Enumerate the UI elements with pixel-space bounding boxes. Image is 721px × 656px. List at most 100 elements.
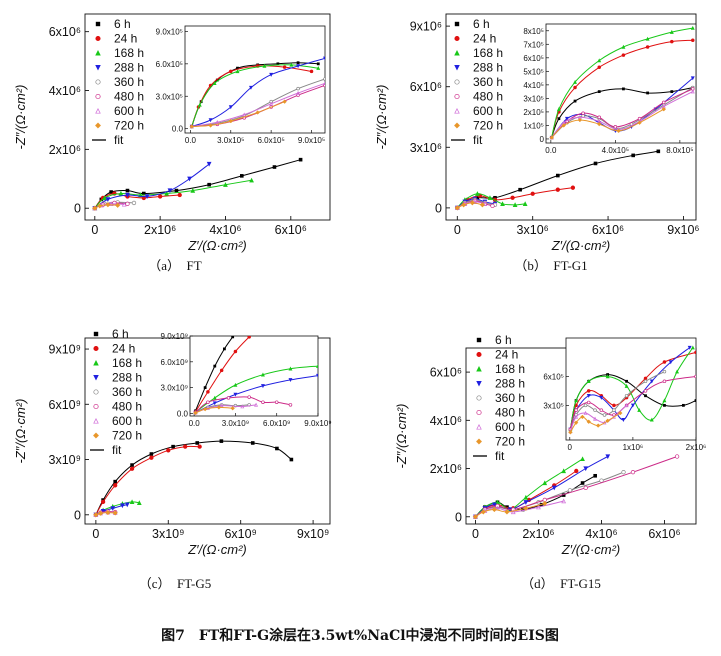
panel-c-inset-fit-line-288h — [195, 375, 318, 414]
panel-d-inset-point-6h-4 — [625, 379, 628, 383]
panel-c-inset-point-288h-4 — [288, 378, 293, 383]
panel-c-legend-marker-point-600h-leg — [93, 418, 99, 424]
panel-a-legend-label-6: 600 h — [114, 104, 144, 118]
panel-b-point-24h-7 — [570, 185, 576, 190]
panel-a-inset-xtick-label-0: 0.0 — [185, 136, 197, 145]
panel-a-point-600h-2 — [108, 201, 114, 206]
panel-d-inset-point-360h-6 — [624, 393, 629, 398]
panel-b-legend-marker-point-24h-leg — [454, 35, 460, 42]
panel-b-ytick-label-3: 9x10⁶ — [410, 20, 442, 34]
panel-a-fit-line-720h — [94, 204, 118, 209]
panel-b-inset-point-720h-1 — [561, 123, 566, 128]
panel-b-inset-point-480h-6 — [661, 100, 666, 105]
panel-d-inset-point-600h-1 — [574, 414, 579, 419]
panel-a-inset-ytick-label-2: 6.0x10⁵ — [156, 60, 183, 69]
panel-c-inset-xtick-label-1: 3.0x10⁹ — [222, 419, 249, 428]
panel-a-point-288h-5 — [187, 176, 192, 182]
panel-a-inset-point-6h-6 — [296, 61, 300, 65]
panel-c-inset-point-168h-4 — [288, 366, 293, 371]
panel-d-legend-marker-point-6h-leg — [476, 337, 482, 343]
panel-d-inset-point-720h-5 — [605, 418, 610, 424]
panel-b-inset-point-168h-6 — [669, 29, 674, 34]
panel-b-inset-point-720h-3 — [596, 121, 602, 127]
panel-b-inset-point-6h-2 — [573, 99, 577, 103]
panel-b-xtick-label-3: 9x10⁶ — [667, 223, 699, 237]
panel-a-point-600h-3 — [121, 201, 127, 207]
panel-d-legend-marker-point-24h-leg — [476, 351, 482, 358]
panel-a-fit-line-6h — [94, 159, 301, 209]
panel-b-inset-ytick-label-3: 3x10⁵ — [523, 94, 544, 103]
panel-b-xtick-label-2: 6x10⁶ — [592, 223, 624, 237]
panel-d-point-24h-6 — [574, 468, 579, 474]
panel-d-point-288h-7 — [605, 454, 611, 460]
panel-b-inset-point-6h-6 — [670, 90, 674, 94]
panel-c-inset-point-24h-3 — [233, 349, 238, 354]
panel-a-inset-point-288h-2 — [228, 105, 233, 110]
panel-b-ytick-label-0: 0 — [435, 201, 442, 215]
panel-c-point-24h-5 — [166, 448, 171, 453]
panel-b-inset-point-168h-2 — [573, 79, 577, 84]
panel-d-point-168h-7 — [580, 456, 585, 462]
panel-b-inset-point-6h-1 — [557, 117, 561, 121]
panel-d-inset-point-600h-2 — [583, 410, 588, 415]
panel-c-point-720h-1 — [98, 510, 104, 516]
panel-b-inset-point-24h-7 — [691, 38, 695, 42]
panel-a-inset-point-288h-4 — [269, 72, 274, 77]
panel-d-inset-point-24h-6 — [643, 376, 648, 381]
panel-a-point-6h-6 — [207, 182, 211, 187]
panel-d-inset-point-720h-3 — [586, 419, 591, 424]
panel-c-inset-point-24h-4 — [247, 336, 251, 339]
panel-c-point-288h-2 — [110, 506, 116, 511]
panel-a-inset-point-720h-1 — [208, 123, 213, 128]
panel-d-legend-marker-point-720h-leg — [475, 438, 483, 445]
panel-c-point-6h-2 — [113, 479, 117, 484]
panel-a-point-6h-9 — [298, 157, 303, 162]
panel-d-inset-xtick-label-1: 1x10⁶ — [623, 443, 644, 452]
panel-b-inset: 0.0 4.0x10⁵ 8.0x10⁵ 0 1x10⁵ 2x10⁵ 3x10⁵ 4x10⁵ 5x… — [523, 23, 697, 155]
panel-a-point-6h-7 — [240, 174, 244, 178]
panel-b-inset-ytick-label-8: 8x10⁵ — [523, 27, 544, 36]
panel-d-legend-label-5: 480 h — [495, 406, 525, 420]
panel-a-inset-series — [189, 56, 325, 129]
panel-d-inset-point-288h-3 — [599, 395, 604, 400]
panel-d-legend-marker-point-360h-leg — [476, 395, 482, 401]
panel-d-xlabel: Z′/(Ω·cm²) — [561, 542, 621, 557]
panel-c-legend-label-2: 168 h — [112, 356, 142, 370]
panel-d-inset-xtick-label-0: 0 — [568, 443, 573, 452]
panel-b-inset-point-6h-4 — [622, 87, 625, 91]
panel-d-point-6h-8 — [593, 473, 597, 478]
panel-d-xtick-label-1: 2x10⁶ — [522, 527, 554, 541]
panel-b-inset-point-720h-0 — [549, 135, 554, 140]
panel-b-inset-point-24h-5 — [645, 45, 650, 49]
panel-a-xtick-label-2: 4x10⁶ — [209, 223, 241, 237]
panel-d-point-360h-7 — [621, 470, 626, 475]
panel-b-ytick-label-1: 3x10⁶ — [410, 141, 442, 155]
panel-b-inset-point-720h-2 — [577, 117, 583, 123]
panel-c-point-6h-4 — [149, 452, 154, 456]
panel-c-inset-point-24h-2 — [219, 368, 224, 373]
panel-d-inset-point-168h-6 — [649, 417, 654, 422]
panel-b-inset-ytick-label-1: 1x10⁵ — [523, 121, 544, 130]
panel-c-xtick-label-0: 0 — [92, 527, 99, 541]
panel-c-point-6h-8 — [250, 441, 255, 445]
panel-d-inset-point-24h-8 — [694, 350, 696, 355]
panel-d-inset-point-6h-5 — [644, 394, 647, 398]
panel-c-legend-marker-point-480h-leg — [93, 403, 99, 410]
panel-d-inset-point-480h-3 — [599, 408, 604, 412]
panel-b-point-6h-7 — [631, 153, 635, 158]
panel-c-point-6h-10 — [289, 457, 294, 462]
panel-d-point-600h-3 — [510, 509, 516, 515]
panel-c-inset-point-480h-2 — [226, 396, 231, 400]
panel-a-inset-point-288h-5 — [296, 64, 301, 69]
panel-c-inset-point-720h-3 — [230, 406, 235, 411]
panel-d-point-168h-4 — [523, 494, 529, 500]
panel-d-legend-label-1: 24 h — [495, 348, 518, 362]
panel-b-point-6h-6 — [593, 161, 598, 166]
panel-c-caption: （c） FT-G5 — [139, 576, 211, 591]
panel-c-inset-point-288h-3 — [260, 384, 265, 389]
panel-a-legend-label-4: 360 h — [114, 75, 144, 89]
panel-c-inset-point-720h-1 — [202, 406, 208, 412]
panel-c-inset-xtick-label-2: 6.0x10⁹ — [263, 419, 290, 428]
panel-d-point-6h-6 — [561, 493, 566, 497]
panel-d-inset-point-720h-0 — [568, 430, 573, 435]
